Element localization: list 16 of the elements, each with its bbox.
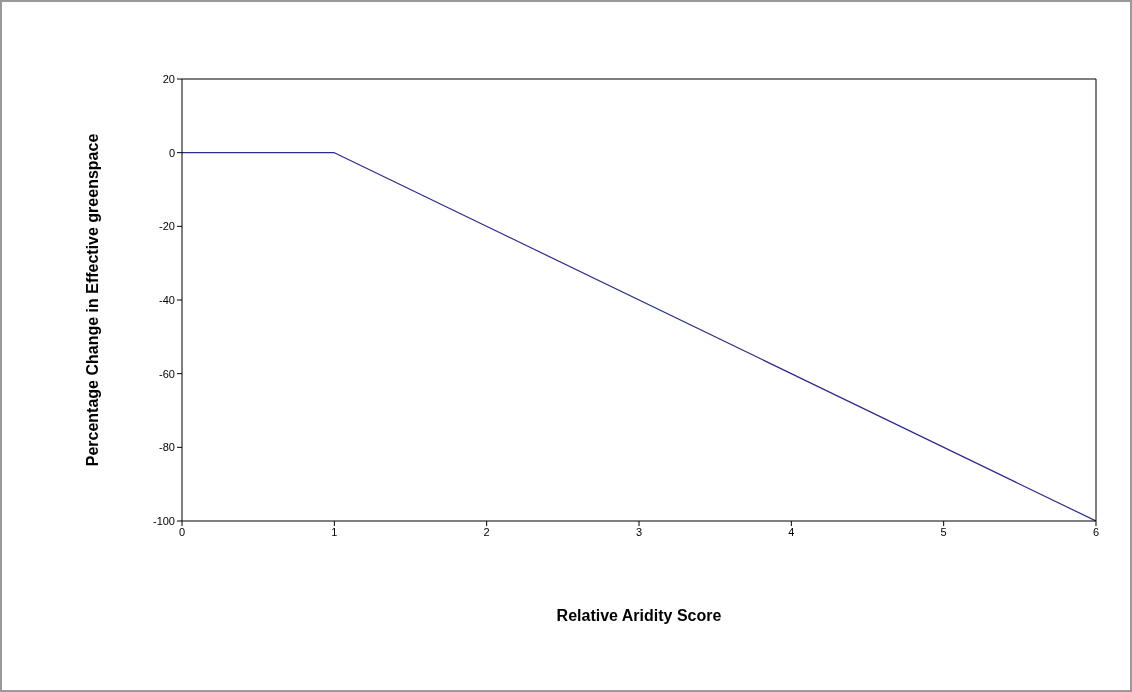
x-tick-label: 5 — [940, 525, 947, 538]
x-tick-label: 0 — [178, 525, 186, 538]
y-tick-label: -100 — [152, 514, 175, 527]
x-tick-label: 3 — [635, 525, 643, 538]
x-tick-label: 1 — [331, 525, 338, 538]
x-tick-label: 2 — [483, 525, 490, 538]
x-axis-title: Relative Aridity Score — [556, 607, 722, 624]
y-tick-label: -60 — [159, 367, 175, 380]
y-tick-label: 20 — [162, 72, 175, 85]
y-tick-label: -20 — [159, 220, 175, 233]
y-axis-title: Percentage Change in Effective greenspace — [83, 133, 101, 467]
y-tick-label: 0 — [168, 146, 175, 159]
x-tick-label: 6 — [1092, 525, 1100, 538]
y-tick-label: -40 — [159, 293, 175, 306]
y-tick-label: -80 — [159, 441, 175, 454]
x-tick-label: 4 — [788, 525, 795, 538]
